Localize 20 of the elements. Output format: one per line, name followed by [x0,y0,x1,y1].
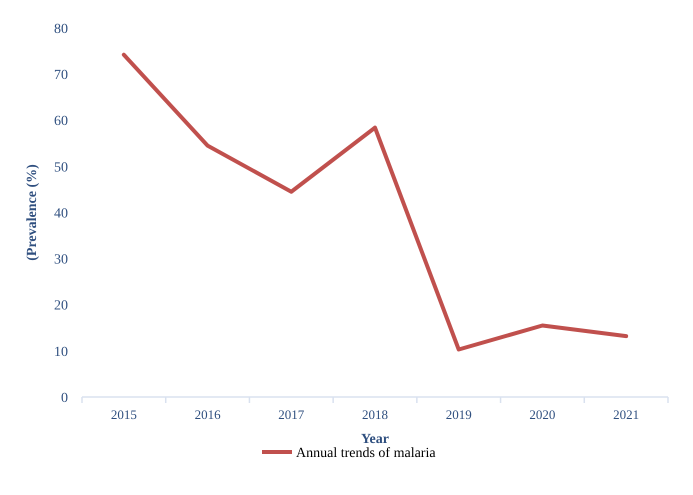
y-tick-label: 40 [54,206,68,222]
legend-label: Annual trends of malaria [296,446,436,461]
y-axis-title: (Prevalence (%) [25,164,40,261]
line-series [122,52,628,352]
x-tick-label: 2015 [110,407,137,422]
x-tick-label: 2021 [613,407,640,422]
x-tick-label: 2020 [529,407,556,422]
y-tick-label: 0 [61,390,68,406]
x-tick-label: 2016 [194,407,222,422]
x-axis-title: Year [361,432,389,447]
x-tick-label: 2017 [278,407,305,422]
x-tick-label: 2019 [446,407,472,422]
y-tick-label: 80 [54,22,68,37]
x-tick-label: 2018 [362,407,388,422]
y-tick-label: 30 [54,252,68,268]
y-tick-label: 20 [54,298,68,314]
y-tick-label: 60 [54,114,68,130]
y-tick-label: 50 [54,160,68,176]
y-tick-label: 10 [54,344,68,360]
y-tick-label: 70 [54,68,68,84]
